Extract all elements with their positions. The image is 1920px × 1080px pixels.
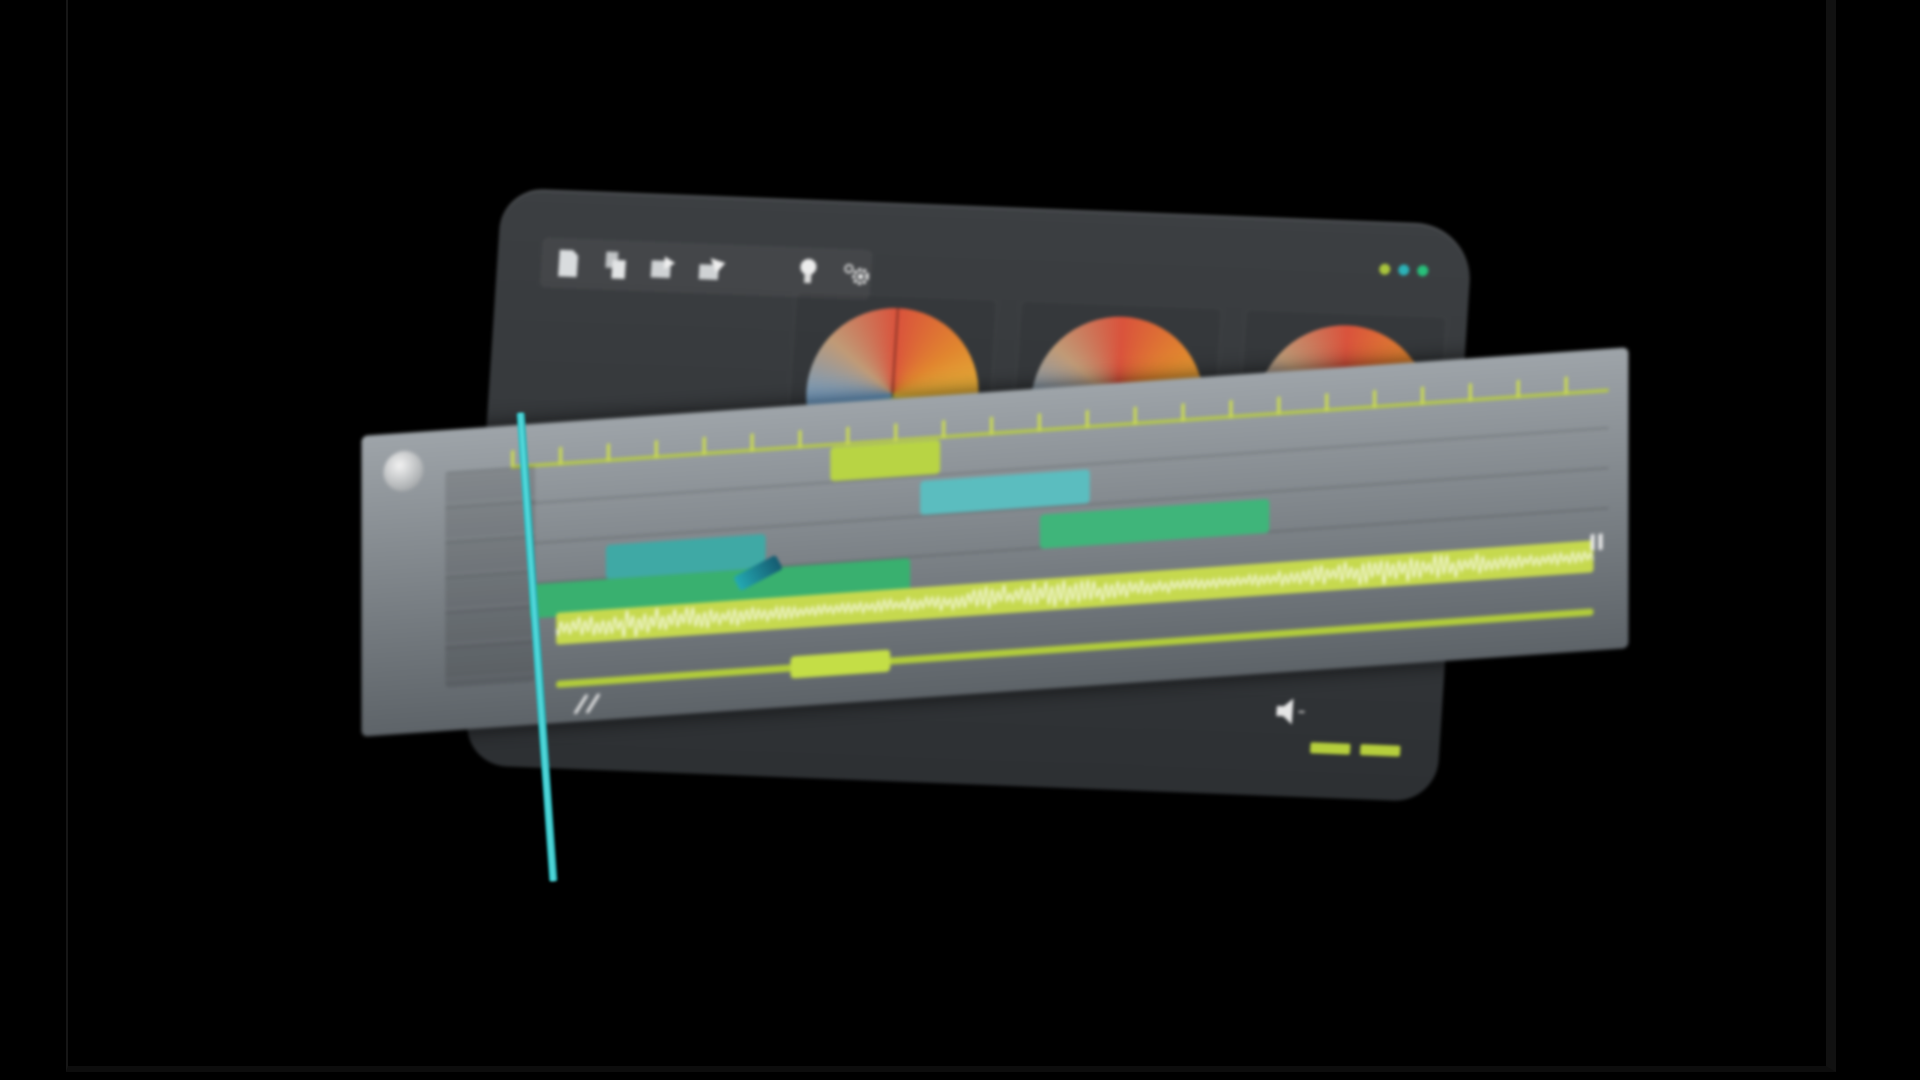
ruler-tick [1325, 393, 1329, 412]
ruler-tick [1420, 386, 1424, 405]
window-dot-1[interactable] [1378, 263, 1391, 275]
track-header-4[interactable] [445, 571, 536, 610]
timeline-panel [361, 347, 1629, 737]
ruler-tick [894, 423, 898, 442]
share-icon[interactable] [696, 251, 728, 286]
ruler-tick [1373, 390, 1377, 409]
volume-icon[interactable] [1274, 696, 1310, 727]
new-file-icon[interactable] [552, 246, 584, 281]
track-header-3[interactable] [445, 536, 536, 575]
track-header-6[interactable] [445, 641, 536, 680]
track-header-panel [445, 465, 536, 688]
ruler-tick [750, 433, 754, 452]
ruler-tick [1037, 413, 1041, 432]
ruler-tick [606, 443, 610, 462]
track-header-5[interactable] [445, 606, 536, 645]
copy-icon[interactable] [600, 248, 632, 283]
settings-icon[interactable] [840, 257, 872, 292]
audio-waveform-track[interactable] [556, 540, 1594, 645]
ruler-tick [798, 430, 802, 449]
export-icon[interactable] [648, 250, 680, 285]
ruler-tick [1468, 383, 1472, 402]
ruler-tick [1085, 410, 1089, 429]
ruler-tick [1133, 406, 1137, 426]
lightbulb-icon[interactable] [792, 255, 824, 290]
ruler-tick [1229, 400, 1233, 419]
audio-meter-1 [1309, 742, 1351, 755]
ruler-tick [1564, 376, 1568, 395]
ruler-tick [846, 426, 850, 446]
ruler-tick [1277, 396, 1281, 415]
audio-meter-2 [1359, 744, 1401, 757]
ruler-tick [1516, 380, 1520, 399]
zoom-icon[interactable] [571, 687, 611, 718]
video-clip[interactable] [920, 469, 1090, 516]
ruler-tick [1181, 403, 1185, 422]
ruler-tick [559, 446, 563, 466]
ruler-tick [511, 450, 515, 469]
window-controls [1378, 263, 1429, 277]
automation-handle[interactable] [790, 649, 891, 679]
track-end-icon[interactable] [1587, 529, 1611, 555]
ruler-tick [702, 436, 706, 456]
record-knob[interactable] [383, 449, 424, 493]
track-header-2[interactable] [445, 500, 536, 540]
audio-waveform [556, 549, 1594, 638]
ruler-tick [942, 420, 946, 439]
window-dot-3[interactable] [1416, 265, 1429, 277]
toolbar [539, 237, 873, 301]
ruler-tick [990, 416, 994, 436]
color-grading-panel [464, 187, 1474, 803]
ruler-tick [654, 440, 658, 459]
screen-frame [66, 0, 1836, 1072]
window-dot-2[interactable] [1397, 264, 1410, 276]
